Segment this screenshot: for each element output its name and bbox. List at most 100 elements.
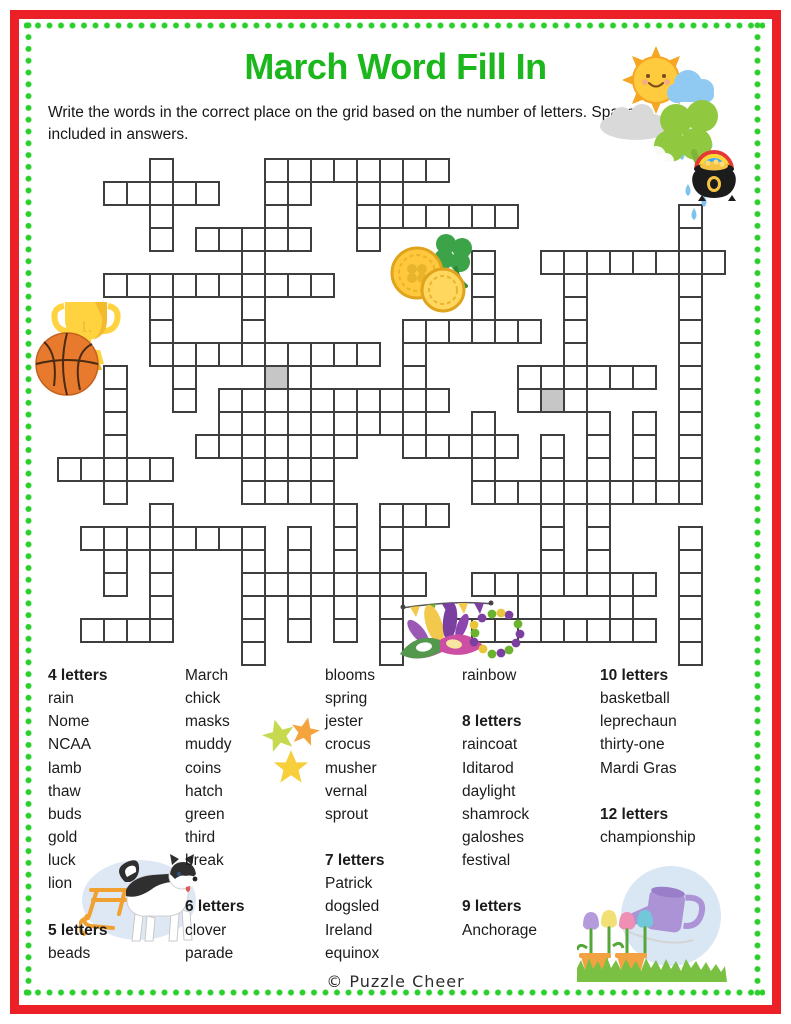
grid-cell[interactable] — [287, 595, 312, 620]
grid-cell[interactable] — [356, 158, 381, 183]
grid-cell[interactable] — [540, 457, 565, 482]
grid-cell[interactable] — [333, 503, 358, 528]
grid-cell[interactable] — [517, 365, 542, 390]
grid-cell[interactable] — [402, 411, 427, 436]
grid-cell[interactable] — [678, 296, 703, 321]
grid-cell[interactable] — [586, 434, 611, 459]
grid-cell[interactable] — [172, 273, 197, 298]
grid-cell[interactable] — [563, 342, 588, 367]
grid-cell[interactable] — [563, 273, 588, 298]
grid-cell[interactable] — [402, 204, 427, 229]
grid-cell[interactable] — [80, 457, 105, 482]
grid-cell[interactable] — [563, 250, 588, 275]
grid-cell[interactable] — [333, 388, 358, 413]
grid-cell[interactable] — [333, 526, 358, 551]
grid-cell[interactable] — [264, 457, 289, 482]
grid-cell[interactable] — [310, 411, 335, 436]
grid-cell[interactable] — [540, 526, 565, 551]
grid-cell[interactable] — [218, 526, 243, 551]
grid-cell[interactable] — [494, 204, 519, 229]
grid-cell[interactable] — [494, 319, 519, 344]
grid-cell[interactable] — [103, 411, 128, 436]
grid-cell[interactable] — [149, 181, 174, 206]
grid-cell[interactable] — [586, 480, 611, 505]
grid-cell[interactable] — [57, 457, 82, 482]
grid-cell[interactable] — [310, 388, 335, 413]
grid-cell[interactable] — [632, 572, 657, 597]
grid-cell[interactable] — [655, 250, 680, 275]
grid-cell[interactable] — [586, 250, 611, 275]
grid-cell[interactable] — [471, 411, 496, 436]
grid-cell[interactable] — [218, 273, 243, 298]
grid-cell[interactable] — [494, 480, 519, 505]
grid-cell[interactable] — [149, 503, 174, 528]
grid-cell[interactable] — [586, 618, 611, 643]
grid-cell[interactable] — [448, 434, 473, 459]
grid-cell[interactable] — [356, 204, 381, 229]
grid-cell[interactable] — [333, 618, 358, 643]
grid-cell[interactable] — [517, 388, 542, 413]
grid-cell[interactable] — [678, 227, 703, 252]
grid-cell[interactable] — [586, 572, 611, 597]
grid-cell[interactable] — [609, 365, 634, 390]
grid-cell[interactable] — [586, 503, 611, 528]
grid-cell[interactable] — [241, 526, 266, 551]
grid-cell[interactable] — [103, 572, 128, 597]
grid-cell[interactable] — [586, 411, 611, 436]
grid-cell[interactable] — [517, 480, 542, 505]
grid-cell[interactable] — [241, 572, 266, 597]
grid-cell[interactable] — [379, 641, 404, 666]
grid-cell[interactable] — [402, 572, 427, 597]
grid-cell[interactable] — [471, 319, 496, 344]
grid-cell[interactable] — [586, 549, 611, 574]
grid-cell[interactable] — [195, 342, 220, 367]
grid-cell[interactable] — [632, 434, 657, 459]
grid-cell[interactable] — [103, 549, 128, 574]
grid-cell[interactable] — [126, 181, 151, 206]
grid-cell[interactable] — [540, 365, 565, 390]
grid-cell[interactable] — [655, 480, 680, 505]
grid-cell[interactable] — [103, 457, 128, 482]
grid-cell[interactable] — [264, 181, 289, 206]
grid-cell[interactable] — [471, 457, 496, 482]
grid-cell[interactable] — [287, 480, 312, 505]
grid-cell[interactable] — [425, 158, 450, 183]
grid-cell[interactable] — [678, 365, 703, 390]
grid-cell[interactable] — [678, 618, 703, 643]
grid-cell[interactable] — [218, 388, 243, 413]
grid-cell[interactable] — [241, 342, 266, 367]
grid-cell[interactable] — [264, 342, 289, 367]
grid-cell[interactable] — [609, 618, 634, 643]
grid-cell[interactable] — [218, 411, 243, 436]
grid-cell[interactable] — [678, 549, 703, 574]
grid-cell[interactable] — [287, 227, 312, 252]
grid-cell[interactable] — [172, 365, 197, 390]
grid-cell[interactable] — [563, 296, 588, 321]
grid-cell[interactable] — [310, 480, 335, 505]
grid-cell[interactable] — [379, 549, 404, 574]
grid-cell[interactable] — [678, 595, 703, 620]
grid-cell[interactable] — [103, 365, 128, 390]
grid-cell[interactable] — [195, 227, 220, 252]
grid-cell[interactable] — [287, 388, 312, 413]
grid-cell[interactable] — [333, 434, 358, 459]
grid-cell[interactable] — [149, 618, 174, 643]
grid-cell[interactable] — [241, 641, 266, 666]
grid-cell[interactable] — [287, 572, 312, 597]
grid-cell[interactable] — [356, 342, 381, 367]
grid-cell[interactable] — [471, 250, 496, 275]
grid-cell[interactable] — [287, 342, 312, 367]
grid-cell[interactable] — [563, 365, 588, 390]
grid-cell[interactable] — [425, 434, 450, 459]
grid-cell[interactable] — [632, 457, 657, 482]
grid-cell[interactable] — [425, 503, 450, 528]
grid-cell[interactable] — [678, 342, 703, 367]
grid-cell[interactable] — [356, 572, 381, 597]
grid-cell[interactable] — [586, 526, 611, 551]
grid-cell[interactable] — [264, 411, 289, 436]
grid-cell[interactable] — [241, 411, 266, 436]
grid-cell[interactable] — [172, 388, 197, 413]
grid-cell[interactable] — [333, 595, 358, 620]
grid-cell[interactable] — [632, 618, 657, 643]
grid-cell[interactable] — [448, 319, 473, 344]
